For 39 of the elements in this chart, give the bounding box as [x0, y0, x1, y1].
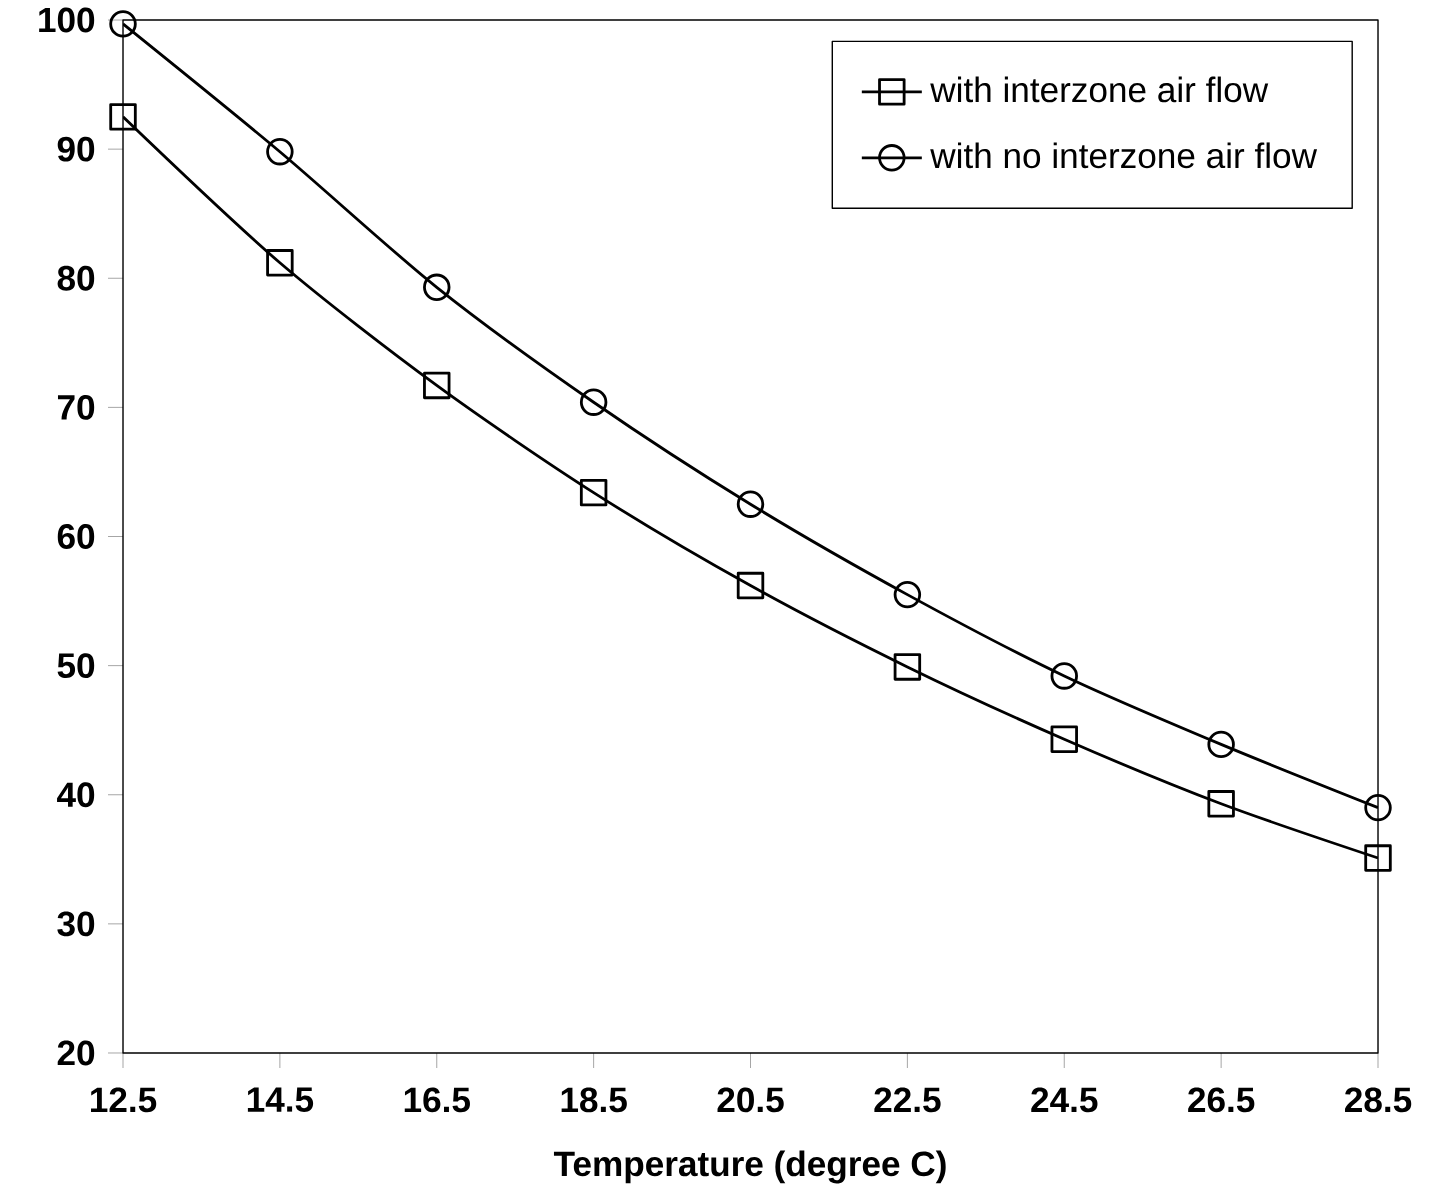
x-tick-label: 20.5 — [717, 1087, 784, 1113]
x-tick-label: 22.5 — [874, 1087, 941, 1113]
point — [1207, 730, 1235, 759]
y-tick-label: 40 — [57, 782, 95, 808]
point — [736, 571, 765, 600]
x-tick-label: 28.5 — [1345, 1087, 1412, 1113]
y-tick-label: 90 — [57, 136, 95, 162]
y-tick-label: 60 — [57, 524, 95, 549]
x-axis-title: Temperature (degree C) — [553, 1150, 946, 1184]
x-tick-label: 14.5 — [247, 1087, 314, 1112]
point — [1364, 793, 1392, 822]
point — [1050, 662, 1078, 690]
point — [109, 10, 137, 38]
point — [266, 138, 294, 166]
point — [893, 653, 922, 681]
x-tick-label: 24.5 — [1031, 1087, 1098, 1113]
y-tick-label: 50 — [57, 653, 95, 679]
x-tick-label: 12.5 — [91, 1087, 157, 1113]
point — [579, 388, 608, 416]
y-tick-label: 20 — [57, 1040, 95, 1066]
y-tick-label: 70 — [57, 394, 95, 420]
x-tick-label: 26.5 — [1188, 1087, 1255, 1113]
point — [579, 478, 608, 507]
point — [423, 273, 451, 302]
legend-label: with no interzone air flow — [930, 142, 1318, 169]
point — [1050, 725, 1078, 753]
y-tick-label: 100 — [39, 7, 95, 33]
point — [736, 490, 765, 518]
y-tick-label: 30 — [57, 911, 95, 937]
point — [893, 580, 922, 609]
point — [1207, 790, 1235, 818]
x-tick-label: 16.5 — [404, 1087, 470, 1113]
x-tick-label: 18.5 — [561, 1087, 627, 1113]
point — [423, 371, 451, 400]
point — [1364, 844, 1392, 872]
y-tick-label: 80 — [57, 265, 95, 291]
point — [266, 249, 294, 277]
legend-label: with interzone air flow — [930, 76, 1269, 103]
point — [109, 103, 137, 131]
